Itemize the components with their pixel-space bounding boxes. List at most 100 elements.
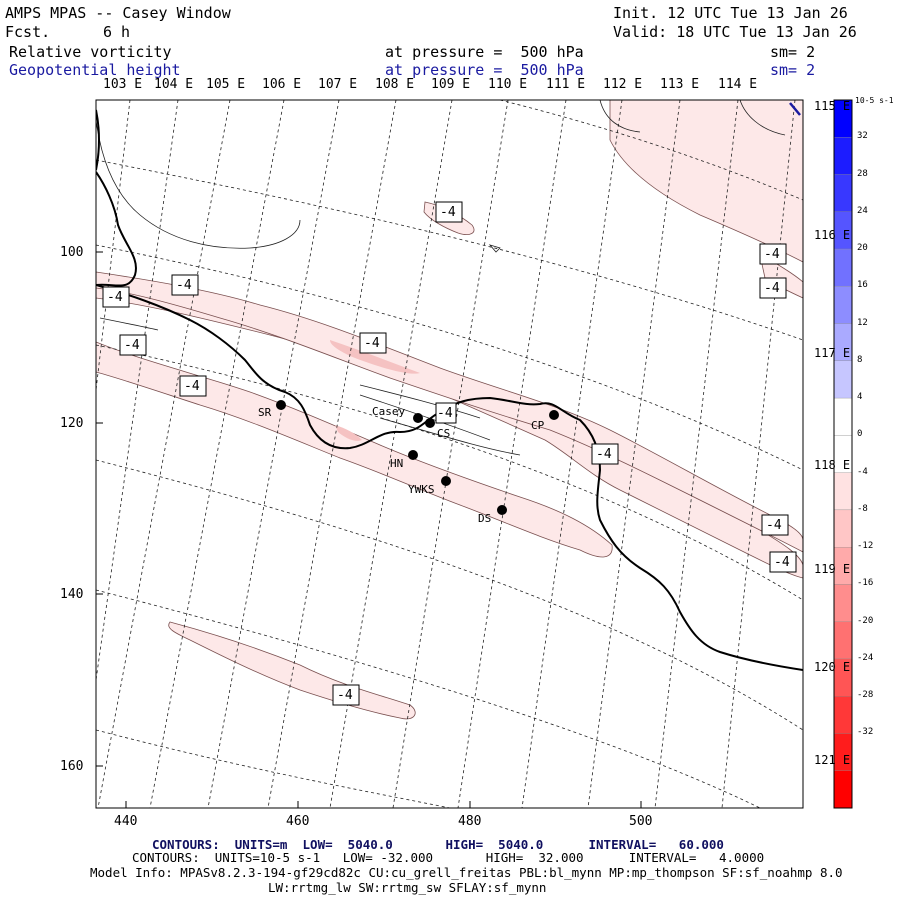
- contour-label: -4: [107, 290, 123, 305]
- contour-box-6: [179, 375, 207, 397]
- vorticity-patch-northeast: [609, 100, 803, 263]
- contour-label: -4: [596, 447, 612, 462]
- station-label-casey: Casey: [372, 405, 406, 418]
- station-label-hn: HN: [390, 457, 404, 470]
- contour-label: -4: [774, 555, 790, 570]
- station-label-ywks: YWKS: [408, 483, 435, 496]
- y-tick-label: 140: [60, 587, 84, 602]
- x-tick-label: 440: [114, 814, 138, 829]
- station-dot-ywks: [441, 476, 451, 486]
- lon-label-103: 103 E: [103, 77, 143, 92]
- colorbar-swatch: [833, 472, 853, 511]
- lon-label-116: 116 E: [814, 228, 851, 242]
- colorbar-swatch: [833, 248, 853, 287]
- colorbar-tick-label: -28: [857, 690, 874, 701]
- contour-box-10: [759, 277, 787, 299]
- colorbar-tick-label: 32: [857, 131, 868, 142]
- footer-model-info-2: LW:rrtmg_lw SW:rrtmg_sw SFLAY:sf_mynn: [268, 880, 547, 895]
- contour-box-8: [591, 443, 619, 465]
- contour-box-11: [761, 514, 789, 536]
- longitude-lines: [96, 100, 796, 808]
- colorbar-tick-label: 20: [857, 243, 868, 254]
- colorbar-frame: [833, 99, 853, 809]
- station-dot-casey: [413, 413, 423, 423]
- y-tick-label: 160: [60, 759, 84, 774]
- colorbar: [833, 99, 853, 809]
- station-dot-cs: [425, 418, 435, 428]
- colorbar-swatch: [833, 621, 853, 660]
- x-tick-label: 500: [629, 814, 653, 829]
- lon-label-118: 118 E: [814, 458, 851, 472]
- contour-box-2: [171, 274, 199, 296]
- lon-label-107: 107 E: [318, 77, 358, 92]
- latitude-lines: [96, 100, 803, 808]
- colorbar-tick-label: -8: [857, 503, 868, 514]
- contour-box-4: [119, 334, 147, 356]
- colorbar-tick-label: 8: [857, 354, 863, 365]
- coastline: [96, 109, 803, 671]
- field2-smoothing: sm= 2: [770, 61, 816, 79]
- station-label-ds: DS: [478, 512, 492, 525]
- axis-ticks: [96, 251, 642, 808]
- station-label-cp: CP: [531, 419, 545, 432]
- contour-label: -4: [337, 688, 353, 703]
- field1-smoothing: sm= 2: [770, 43, 816, 61]
- forecast-label: Fcst.: [5, 23, 51, 41]
- colorbar-swatch: [833, 584, 853, 622]
- lon-label-112: 112 E: [603, 77, 643, 92]
- colorbar-swatch: [833, 360, 853, 399]
- colorbar-swatch: [833, 696, 853, 734]
- colorbar-swatch: [833, 397, 853, 436]
- height-contour-marker: [789, 102, 801, 116]
- lon-label-119: 119 E: [814, 562, 851, 576]
- colorbar-swatch: [833, 286, 853, 324]
- lon-label-104: 104 E: [154, 77, 194, 92]
- station-label-sr: SR: [258, 406, 272, 419]
- colorbar-tick-label: 16: [857, 280, 868, 291]
- contour-label: -4: [364, 336, 380, 351]
- station-markers: [276, 400, 559, 515]
- contour-box-12: [769, 551, 797, 573]
- contour-box-9: [759, 243, 787, 265]
- lon-label-106: 106 E: [262, 77, 302, 92]
- station-dot-hn: [408, 450, 418, 460]
- station-dot-cp: [549, 410, 559, 420]
- lon-label-113: 113 E: [660, 77, 700, 92]
- lon-label-117: 117 E: [814, 346, 851, 360]
- init-time: Init. 12 UTC Tue 13 Jan 26: [613, 4, 848, 22]
- colorbar-tick-label: -12: [857, 541, 874, 552]
- station-label-cs: CS: [437, 427, 451, 440]
- colorbar-tick-label: 0: [857, 429, 863, 440]
- contour-label: -4: [764, 281, 780, 296]
- colorbar-tick-label: 24: [857, 205, 868, 216]
- contour-label: -4: [766, 518, 782, 533]
- field2-level: at pressure = 500 hPa: [385, 61, 584, 79]
- colorbar-swatch: [833, 770, 853, 809]
- contour-label: -4: [437, 406, 453, 421]
- vorticity-band-south: [96, 341, 613, 558]
- lon-label-120: 120 E: [814, 660, 851, 674]
- lon-label-114: 114 E: [718, 77, 758, 92]
- valid-time: Valid: 18 UTC Tue 13 Jan 26: [613, 23, 857, 41]
- colorbar-tick-label: 4: [857, 392, 863, 403]
- contour-label: -4: [124, 338, 140, 353]
- contour-box-5: [359, 332, 387, 354]
- vorticity-patch-south: [168, 621, 416, 720]
- lon-label-121: 121 E: [814, 753, 851, 767]
- contour-box-13: [332, 684, 360, 706]
- lon-label-110: 110 E: [488, 77, 528, 92]
- contour-label: -4: [176, 278, 192, 293]
- footer-contours-vorticity: CONTOURS: UNITS=10-5 s-1 LOW= -32.000 HI…: [132, 850, 765, 865]
- contour-label: -4: [184, 379, 200, 394]
- contour-label: -4: [440, 205, 456, 220]
- field1-level: at pressure = 500 hPa: [385, 43, 584, 61]
- station-dot-ds: [497, 505, 507, 515]
- lon-label-108: 108 E: [375, 77, 415, 92]
- contour-box-1: [435, 201, 463, 223]
- lon-label-115: 115 E: [814, 99, 851, 113]
- lon-label-111: 111 E: [546, 77, 586, 92]
- footer-contours-height: CONTOURS: UNITS=m LOW= 5040.0 HIGH= 5040…: [152, 837, 724, 852]
- colorbar-tick-label: -32: [857, 727, 874, 738]
- field2-name: Geopotential height: [9, 61, 181, 79]
- y-tick-label: 120: [60, 416, 84, 431]
